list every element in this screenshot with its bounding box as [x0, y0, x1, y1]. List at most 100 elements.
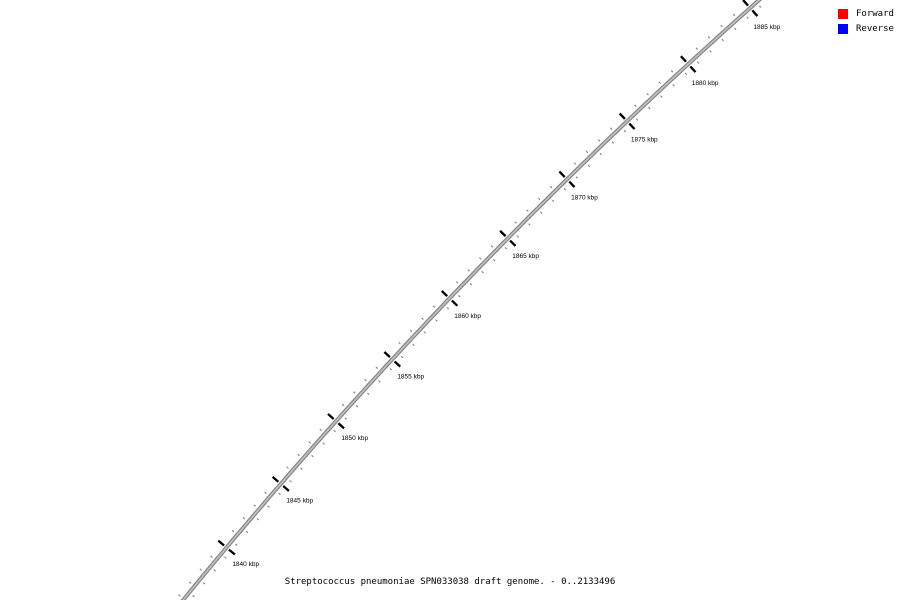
minor-tick [245, 530, 249, 534]
minor-ticks [178, 5, 762, 598]
minor-tick [432, 305, 436, 308]
tick-label: 1850 kbp [341, 435, 368, 442]
minor-tick [587, 164, 591, 168]
minor-tick [366, 392, 370, 396]
minor-tick [597, 139, 601, 142]
major-tick [271, 475, 280, 483]
minor-tick [611, 141, 615, 144]
minor-tick [178, 594, 181, 597]
genome-backbone [180, 0, 763, 600]
minor-tick [575, 176, 579, 179]
minor-tick [446, 307, 450, 310]
minor-tick [514, 221, 517, 224]
minor-tick [308, 441, 311, 444]
legend-item-reverse: Reverse [838, 24, 894, 34]
minor-tick [504, 246, 508, 250]
forward-color-swatch [838, 9, 848, 19]
minor-tick [409, 329, 413, 333]
minor-tick [253, 504, 257, 507]
major-tick [628, 122, 636, 130]
major-tick [440, 290, 449, 297]
minor-tick [537, 197, 541, 201]
minor-tick [355, 405, 359, 408]
tick-label: 1855 kbp [397, 374, 424, 381]
minor-tick [264, 491, 267, 495]
minor-tick [256, 518, 260, 521]
minor-tick [670, 70, 674, 73]
minor-tick [707, 36, 711, 39]
minor-tick [551, 199, 555, 203]
major-tick [509, 239, 517, 247]
minor-tick [469, 282, 473, 286]
minor-tick [398, 341, 401, 345]
tick-label: 1860 kbp [454, 313, 481, 320]
minor-tick [746, 16, 749, 20]
minor-tick [672, 83, 675, 87]
minor-tick [646, 92, 649, 96]
major-tick [689, 65, 697, 73]
major-tick [217, 539, 225, 547]
minor-tick [458, 294, 461, 298]
minor-tick [333, 429, 336, 433]
tick-label: 1865 kbp [512, 253, 539, 260]
minor-tick [609, 127, 613, 131]
minor-tick [199, 568, 203, 571]
minor-tick [231, 529, 235, 533]
minor-tick [375, 366, 379, 370]
map-title: Streptococcus pneumoniae SPN033038 draft… [284, 577, 616, 587]
minor-tick [696, 61, 700, 64]
minor-tick [758, 5, 762, 8]
minor-tick [289, 480, 292, 483]
minor-tick [297, 453, 300, 457]
minor-tick [352, 391, 356, 394]
minor-tick [695, 47, 698, 50]
minor-tick [549, 185, 553, 189]
minor-tick [709, 50, 712, 53]
major-ticks [217, 0, 759, 556]
legend-item-forward: Forward [838, 9, 894, 19]
minor-tick [720, 24, 723, 28]
minor-tick [732, 13, 736, 17]
minor-tick [400, 355, 404, 359]
minor-tick [234, 543, 238, 546]
minor-tick [481, 270, 484, 274]
minor-tick [733, 27, 737, 31]
backbone-base [180, 0, 763, 600]
tick-label: 1845 kbp [286, 498, 313, 505]
minor-tick [526, 209, 529, 212]
tick-label: 1880 kbp [692, 80, 719, 87]
major-tick [680, 55, 687, 63]
minor-tick [286, 466, 289, 469]
minor-tick [319, 428, 323, 432]
minor-tick [213, 569, 217, 572]
minor-tick [322, 442, 325, 445]
minor-tick [684, 72, 688, 76]
tick-label: 1885 kbp [753, 24, 780, 31]
minor-tick [267, 505, 270, 508]
minor-tick [389, 367, 393, 371]
major-tick [451, 299, 459, 307]
minor-tick [435, 319, 438, 322]
tick-label: 1870 kbp [571, 194, 598, 201]
minor-tick [528, 223, 531, 226]
minor-tick [188, 581, 192, 584]
minor-tick [341, 403, 345, 407]
minor-tick [658, 81, 662, 85]
minor-tick [344, 417, 348, 420]
minor-tick [490, 245, 494, 248]
major-tick [751, 9, 759, 17]
reverse-color-swatch [838, 24, 848, 34]
major-tick [558, 170, 566, 178]
minor-tick [647, 106, 651, 110]
major-tick [383, 351, 391, 358]
minor-tick [516, 235, 519, 238]
minor-tick [192, 594, 195, 598]
minor-tick [423, 331, 427, 334]
minor-tick [660, 95, 663, 98]
minor-tick [599, 152, 603, 156]
minor-tick [210, 555, 213, 559]
major-tick [618, 112, 626, 120]
minor-tick [412, 343, 415, 346]
